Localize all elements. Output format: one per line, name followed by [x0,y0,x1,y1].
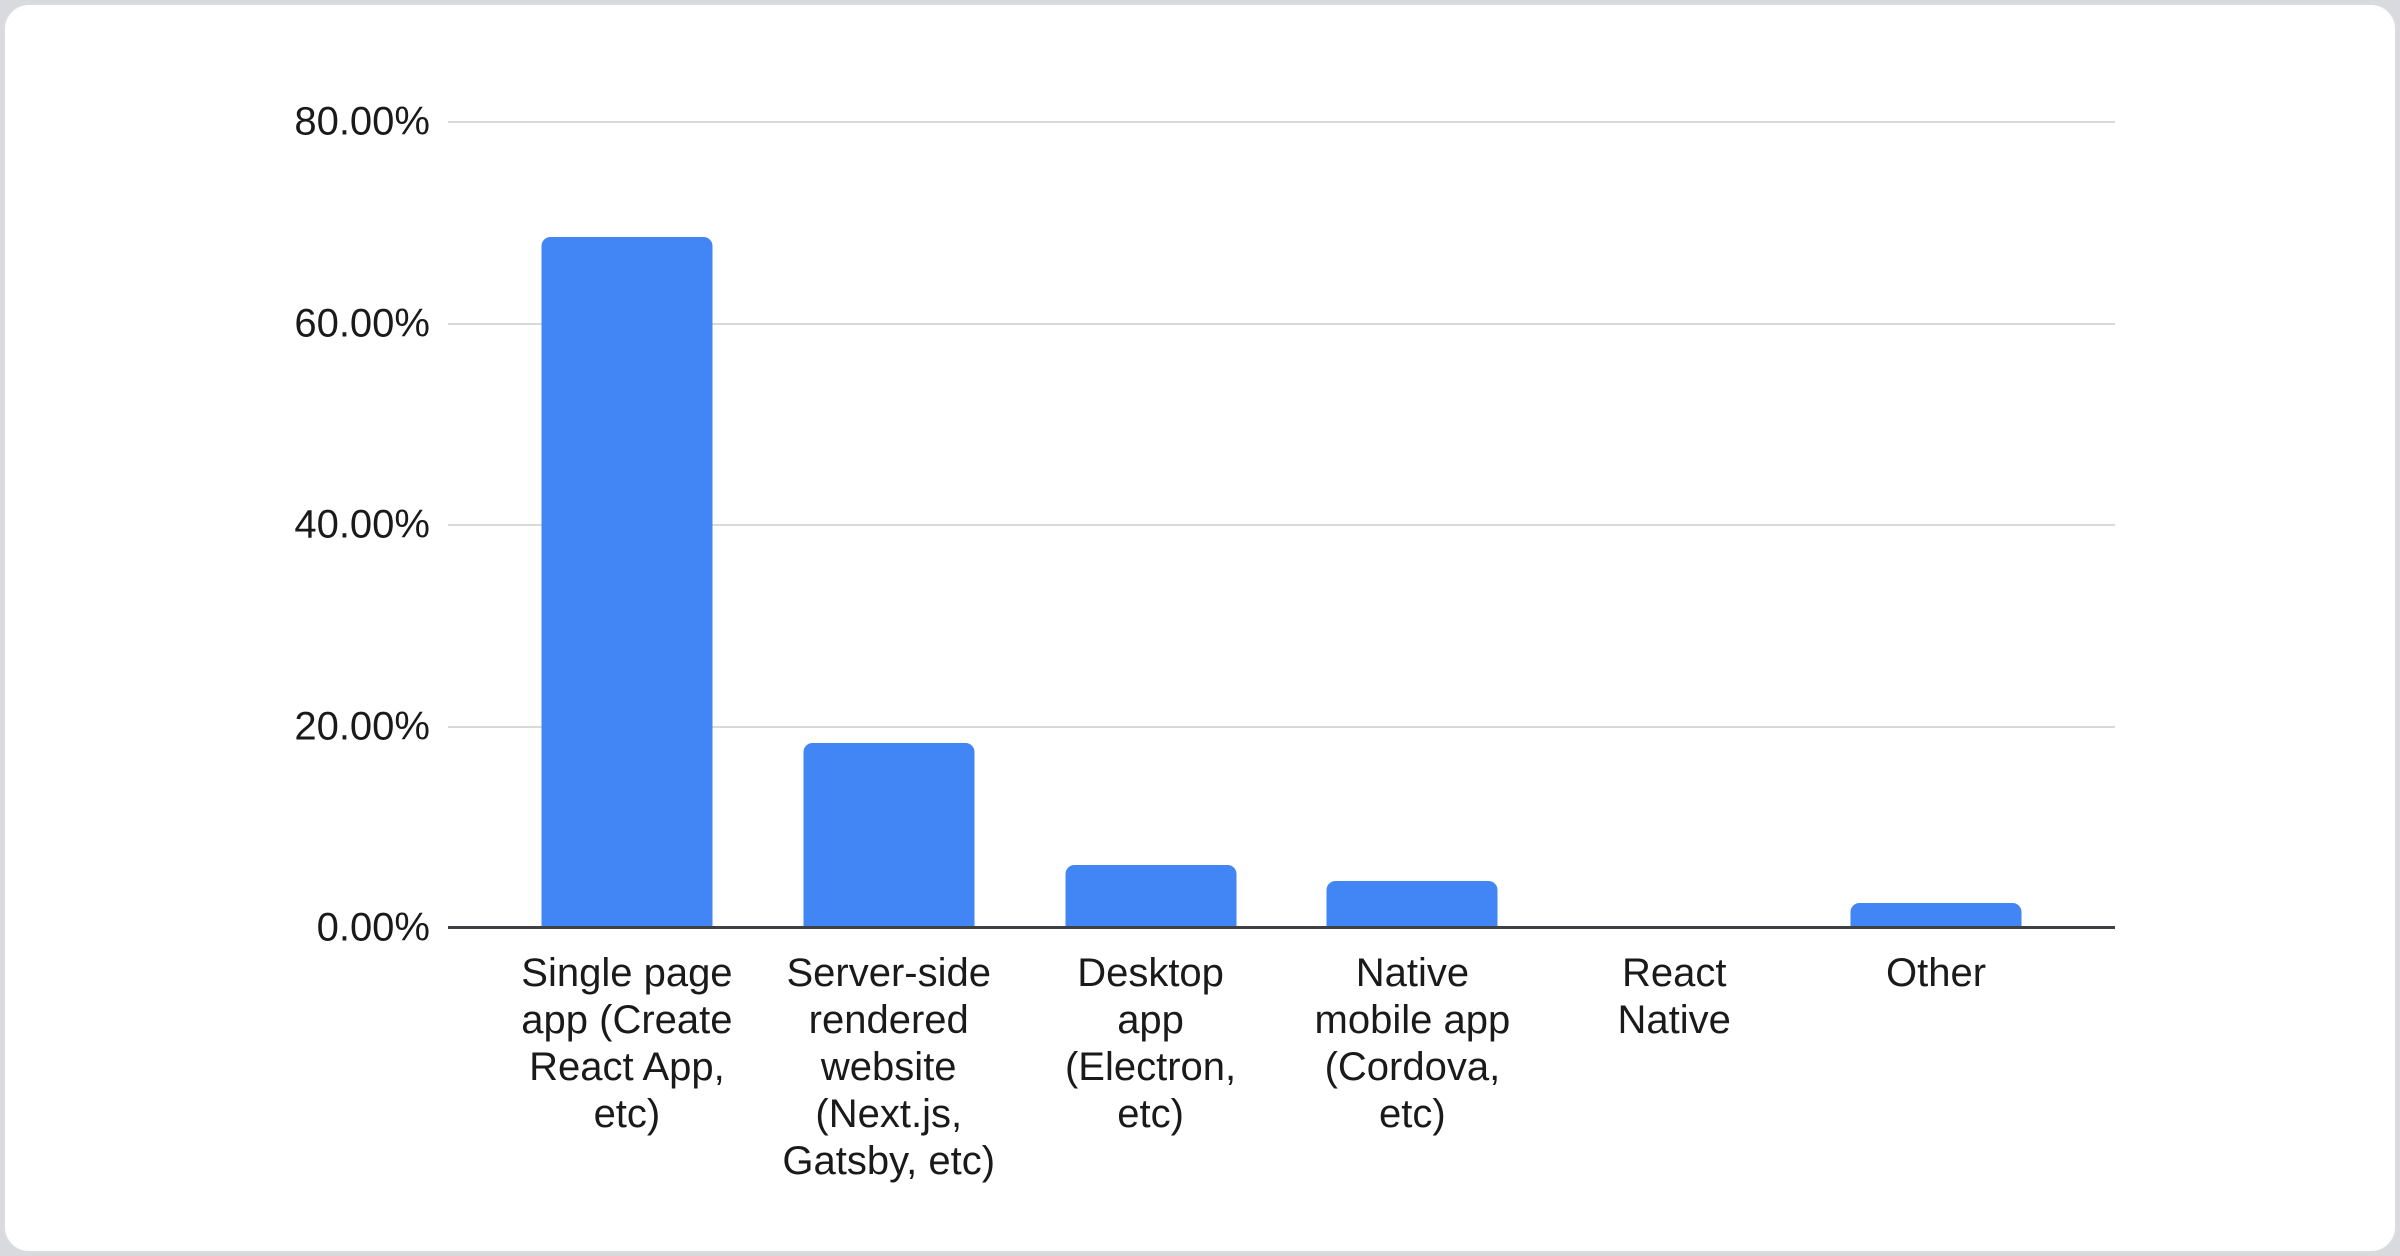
chart-bar[interactable] [803,742,975,928]
y-tick-label: 0.00% [316,905,430,950]
x-axis-baseline [448,926,2115,929]
bars-container [496,122,2067,928]
x-category-label: Server-side rendered website (Next.js, G… [782,951,996,1183]
chart-bar[interactable] [1065,864,1237,928]
y-tick-label: 80.00% [294,99,430,144]
chart-card: 0.00% 20.00% 40.00% 60.00% 80.00% Single pag… [3,3,2397,1253]
x-category-label: Native mobile app (Cordova, etc) [1314,951,1511,1136]
chart-bar[interactable] [1326,880,1498,928]
y-tick-label: 20.00% [294,704,430,748]
bar-cell [1281,122,1543,928]
gridline [448,725,2115,728]
bar-cell [1805,122,2067,928]
x-category-label: Other [1886,951,1987,995]
gridline [448,121,2115,123]
y-axis-ticks: 0.00% 20.00% 40.00% 60.00% 80.00% [5,100,430,950]
x-axis-labels: Single page app (Create React App, etc) S… [496,950,2067,1185]
chart-bar[interactable] [1850,902,2022,928]
plot-area [448,121,2115,929]
gridline [448,322,2115,325]
x-category-label: Single page app (Create React App, etc) [521,951,733,1136]
x-category-label: Desktop app (Electron, etc) [1064,951,1237,1136]
y-tick-label: 60.00% [294,301,430,345]
x-category-label: React Native [1617,951,1731,1042]
bar-cell [1020,122,1282,928]
gridline [448,524,2115,526]
bar-cell [496,122,758,928]
bar-cell [758,122,1020,928]
bar-cell [1543,122,1805,928]
chart-bar[interactable] [541,236,713,928]
y-tick-label: 40.00% [294,502,430,547]
